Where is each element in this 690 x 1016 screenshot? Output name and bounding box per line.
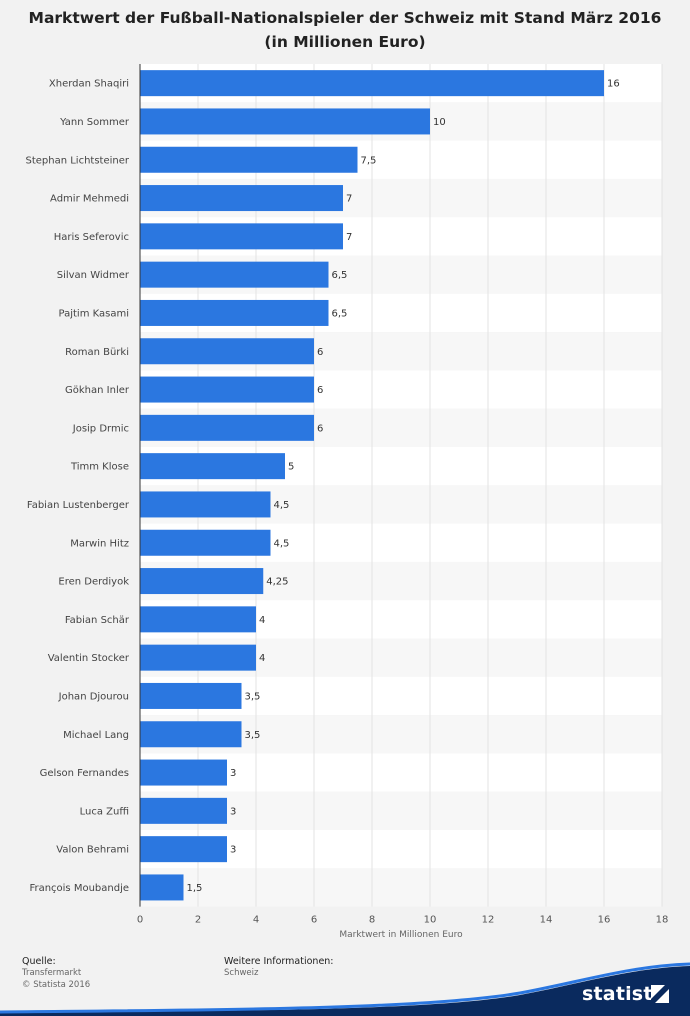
x-tick-label: 10 <box>424 915 437 926</box>
category-label: Silvan Widmer <box>57 270 130 281</box>
x-tick-label: 6 <box>311 915 317 926</box>
category-label: Johan Djourou <box>58 691 129 702</box>
category-label: Eren Derdiyok <box>58 577 129 588</box>
x-tick-label: 14 <box>540 915 553 926</box>
data-label: 16 <box>607 79 620 90</box>
data-label: 3 <box>230 768 236 779</box>
bar-chart: Xherdan Shaqiri 16 Yann Sommer 10 Stephan Li… <box>25 64 669 940</box>
bar[interactable] <box>140 682 242 709</box>
data-label: 3 <box>230 806 236 817</box>
bar[interactable] <box>140 376 314 403</box>
data-label: 6 <box>317 385 323 396</box>
category-label: Michael Lang <box>63 730 129 741</box>
statista-logo-icon <box>651 985 669 1003</box>
chart-title: Marktwert der Fußball-Nationalspieler de… <box>28 9 662 51</box>
data-label: 1,5 <box>187 883 203 894</box>
data-label: 4,5 <box>274 500 290 511</box>
bar[interactable] <box>140 644 256 671</box>
bar[interactable] <box>140 261 329 288</box>
data-label: 5 <box>288 462 294 473</box>
bar[interactable] <box>140 146 358 173</box>
category-label: François Moubandje <box>29 883 129 894</box>
bar[interactable] <box>140 836 227 863</box>
bar[interactable] <box>140 568 264 595</box>
bar[interactable] <box>140 721 242 748</box>
data-label: 10 <box>433 117 446 128</box>
data-label: 4 <box>259 615 265 626</box>
info-heading: Weitere Informationen: <box>224 956 334 967</box>
data-label: 7 <box>346 232 352 243</box>
data-label: 3,5 <box>245 691 261 702</box>
bar[interactable] <box>140 414 314 441</box>
info-text: Schweiz <box>224 968 259 978</box>
category-label: Gökhan Inler <box>65 385 130 396</box>
category-label: Luca Zuffi <box>80 806 129 817</box>
data-label: 7 <box>346 194 352 205</box>
row-band <box>140 868 662 907</box>
source-text[interactable]: Transfermarkt <box>22 968 82 978</box>
bar[interactable] <box>140 606 256 633</box>
category-label: Pajtim Kasami <box>59 308 129 319</box>
data-label: 7,5 <box>361 155 377 166</box>
bar[interactable] <box>140 797 227 824</box>
bar[interactable] <box>140 108 430 135</box>
bar[interactable] <box>140 299 329 326</box>
bar[interactable] <box>140 453 285 480</box>
x-tick-label: 12 <box>482 915 495 926</box>
source-heading: Quelle: <box>22 956 56 967</box>
category-label: Roman Bürki <box>65 347 129 358</box>
data-label: 3 <box>230 845 236 856</box>
bar[interactable] <box>140 338 314 365</box>
data-label: 4 <box>259 653 265 664</box>
category-label: Gelson Fernandes <box>40 768 129 779</box>
data-label: 4,5 <box>274 538 290 549</box>
bar[interactable] <box>140 529 271 556</box>
data-label: 4,25 <box>266 577 288 588</box>
category-label: Xherdan Shaqiri <box>49 79 129 90</box>
data-label: 3,5 <box>245 730 261 741</box>
category-label: Fabian Schär <box>65 615 130 626</box>
x-tick-label: 0 <box>137 915 143 926</box>
x-tick-label: 8 <box>369 915 375 926</box>
data-label: 6 <box>317 423 323 434</box>
bar[interactable] <box>140 223 343 250</box>
category-label: Valon Behrami <box>56 845 129 856</box>
category-label: Yann Sommer <box>59 117 130 128</box>
category-label: Timm Klose <box>70 462 129 473</box>
copyright-text: © Statista 2016 <box>22 980 91 990</box>
category-label: Fabian Lustenberger <box>27 500 130 511</box>
data-label: 6 <box>317 347 323 358</box>
bar[interactable] <box>140 491 271 518</box>
x-tick-label: 2 <box>195 915 201 926</box>
category-label: Haris Seferovic <box>54 232 129 243</box>
data-label: 6,5 <box>332 270 348 281</box>
x-tick-label: 16 <box>598 915 611 926</box>
bar[interactable] <box>140 874 184 901</box>
category-label: Marwin Hitz <box>70 538 129 549</box>
data-label: 6,5 <box>332 308 348 319</box>
bar[interactable] <box>140 759 227 786</box>
x-tick-label: 4 <box>253 915 259 926</box>
statista-logo-text[interactable]: statista <box>582 983 666 1005</box>
category-label: Valentin Stocker <box>48 653 130 664</box>
category-label: Stephan Lichtsteiner <box>25 155 129 166</box>
x-axis-title: Marktwert in Millionen Euro <box>339 930 463 940</box>
bar[interactable] <box>140 70 604 97</box>
x-tick-label: 18 <box>656 915 669 926</box>
bar[interactable] <box>140 185 343 212</box>
category-label: Josip Drmic <box>72 423 129 434</box>
category-label: Admir Mehmedi <box>50 194 129 205</box>
